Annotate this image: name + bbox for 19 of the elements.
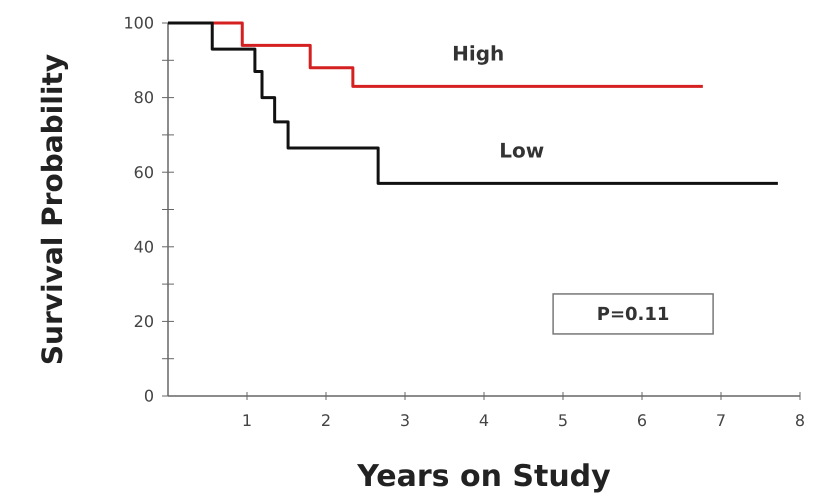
x-tick-label: 6 xyxy=(636,411,648,430)
y-axis-title: Survival Probability xyxy=(36,54,69,366)
y-tick-label: 60 xyxy=(134,162,154,182)
y-tick-label: 20 xyxy=(134,312,154,331)
x-tick-label: 8 xyxy=(794,411,806,430)
y-tick-label: 100 xyxy=(123,14,154,33)
x-tick-label: 3 xyxy=(400,411,410,430)
x-tick-label: 2 xyxy=(320,411,332,430)
series-label: High xyxy=(452,41,504,66)
x-tick-label: 4 xyxy=(478,411,490,430)
x-tick-label: 5 xyxy=(558,411,568,430)
series-label: Low xyxy=(499,138,544,162)
x-axis-title: Years on Study xyxy=(356,459,612,494)
y-tick-label: 40 xyxy=(134,237,154,256)
y-tick-label: 0 xyxy=(144,386,154,406)
y-tick-label: 80 xyxy=(134,88,154,108)
x-tick-label: 1 xyxy=(242,411,252,430)
annotation: P=0.11 xyxy=(596,304,670,326)
x-tick-label: 7 xyxy=(716,411,726,430)
